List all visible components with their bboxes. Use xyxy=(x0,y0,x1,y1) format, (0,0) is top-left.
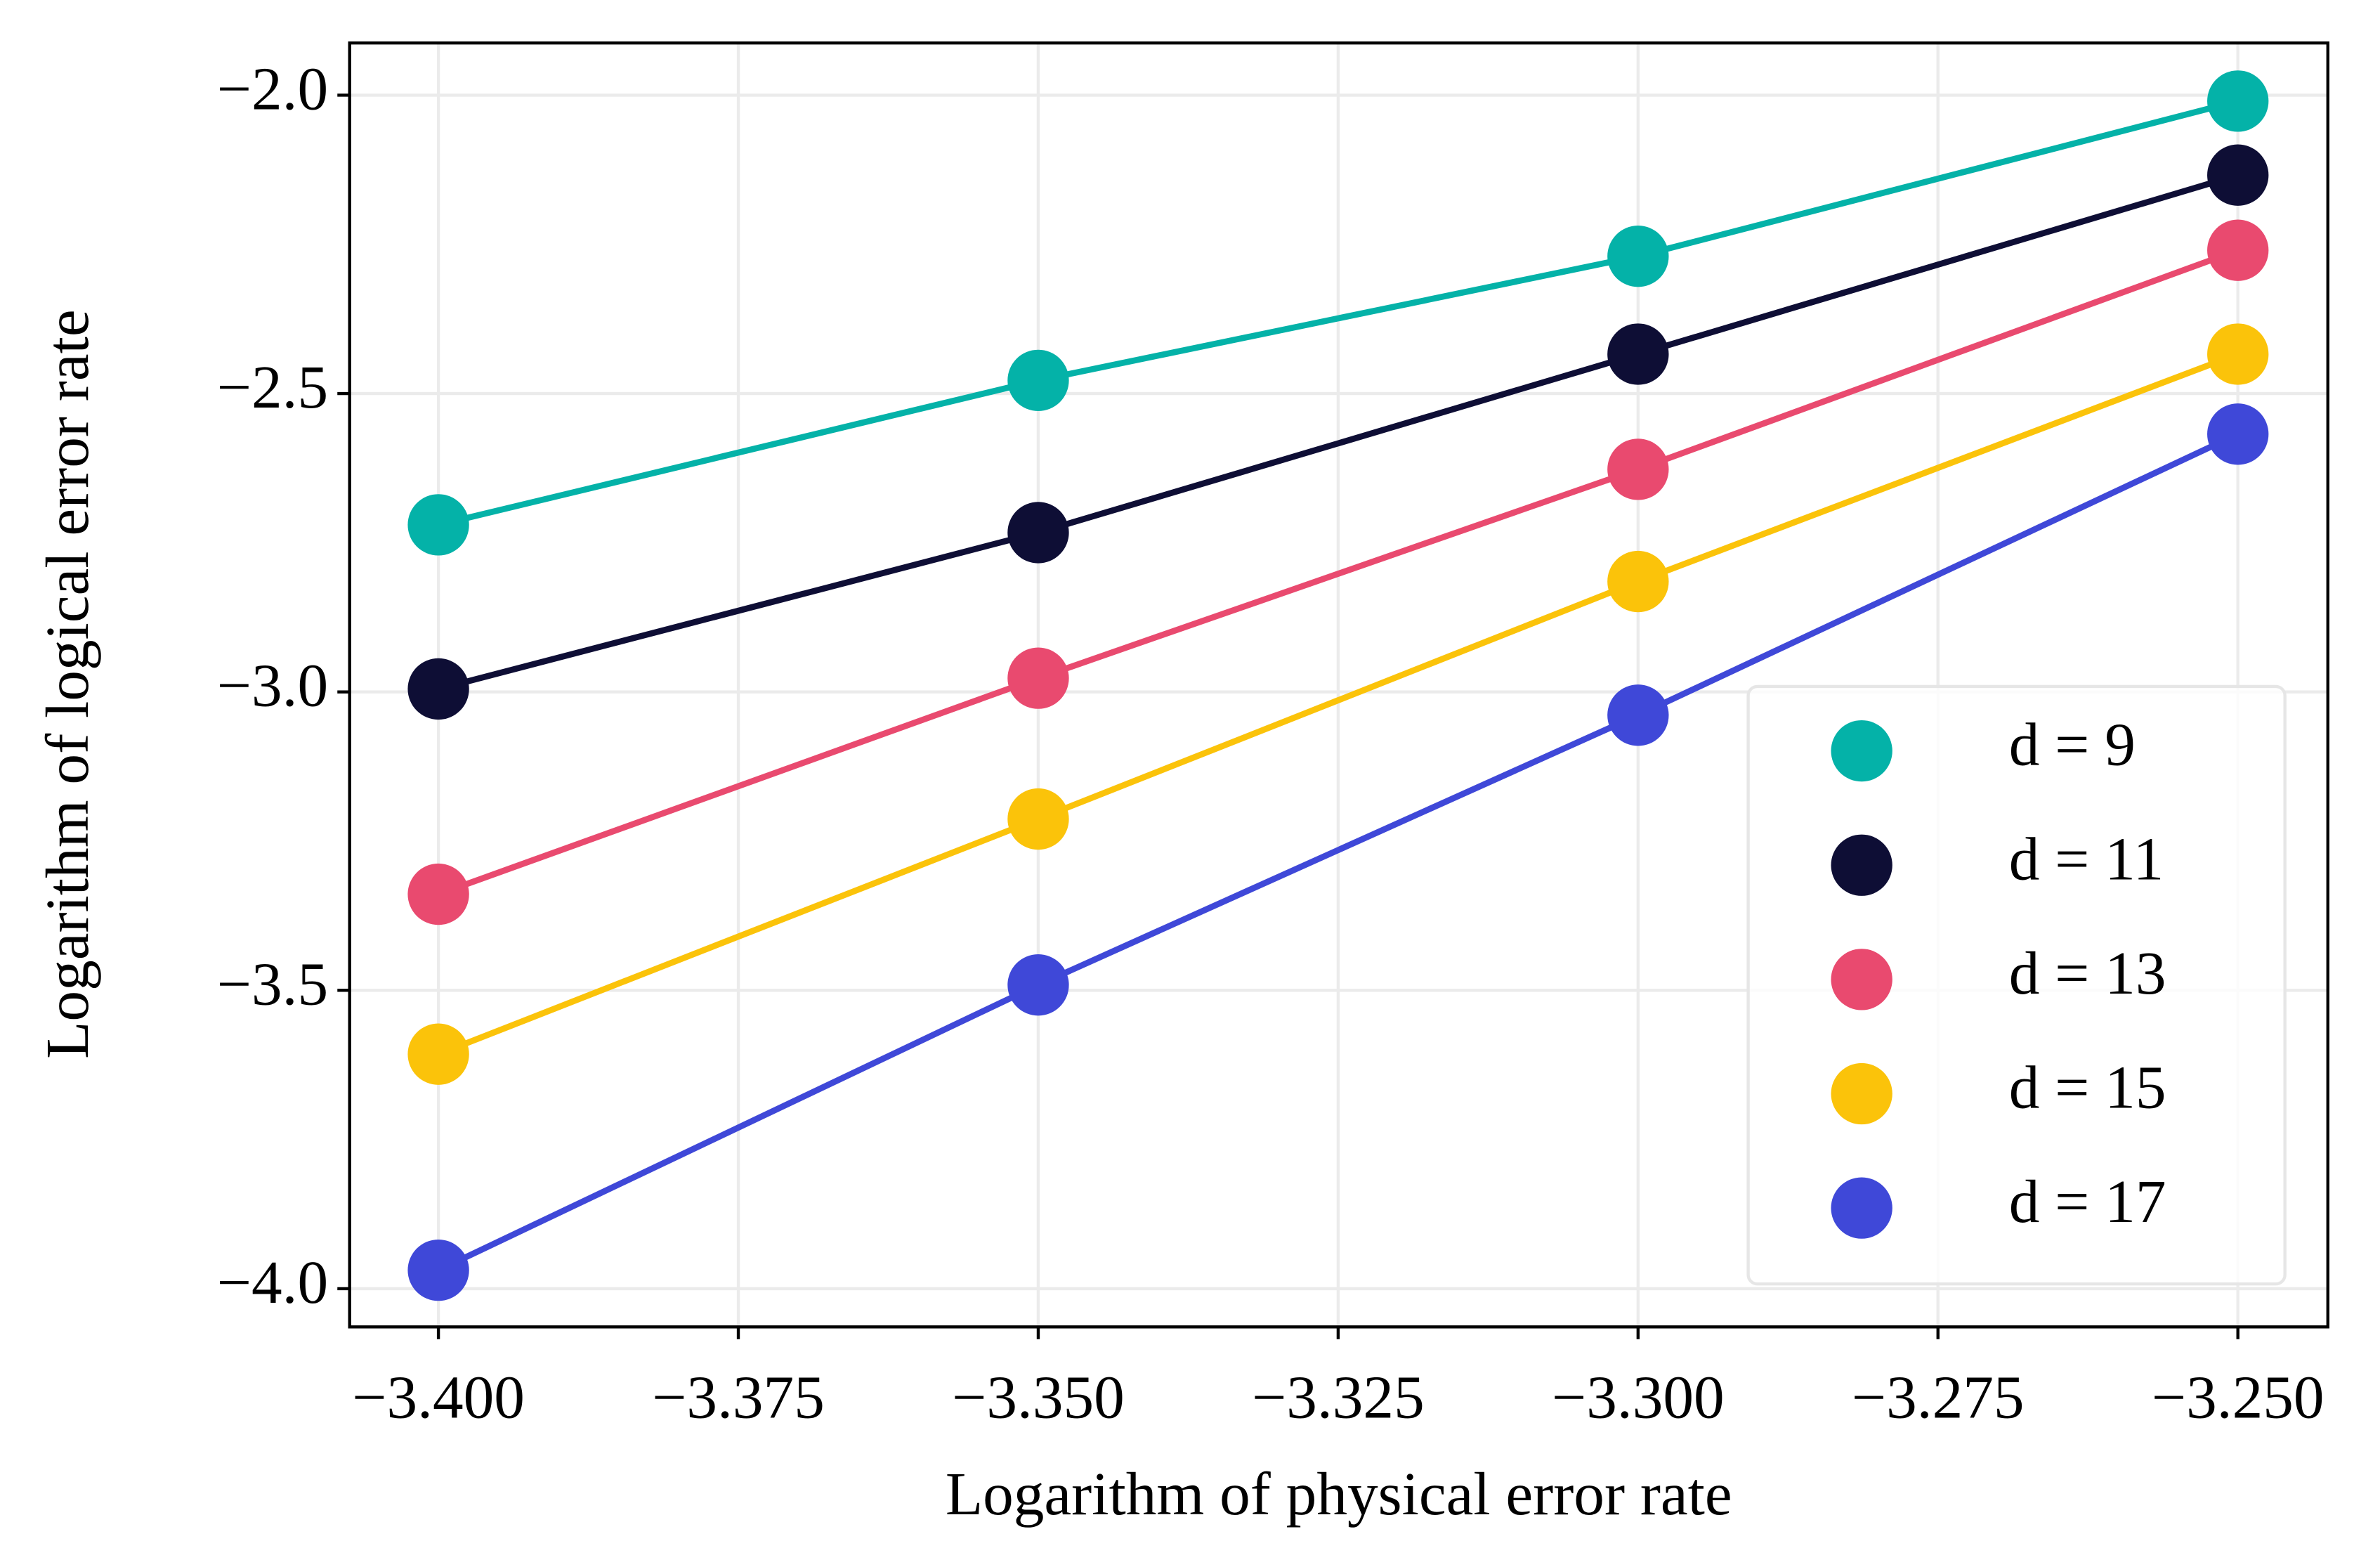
data-point xyxy=(2207,144,2269,206)
data-point xyxy=(407,1239,469,1301)
data-point xyxy=(1007,954,1069,1016)
data-point xyxy=(1007,788,1069,850)
series-line xyxy=(437,172,2239,692)
legend-label: d = 9 xyxy=(2009,710,2136,779)
series-line xyxy=(438,98,2239,528)
x-tick-label: −3.400 xyxy=(352,1363,525,1431)
legend-label: d = 11 xyxy=(2009,824,2164,892)
legend-marker xyxy=(1831,949,1892,1010)
x-tick-label: −3.300 xyxy=(1552,1363,1725,1431)
y-tick-label: −2.0 xyxy=(217,54,328,122)
data-point xyxy=(2207,219,2269,281)
data-point xyxy=(1007,349,1069,412)
legend-marker xyxy=(1831,834,1892,896)
legend-label: d = 17 xyxy=(2009,1167,2166,1235)
y-tick-label: −4.0 xyxy=(217,1248,328,1316)
data-point xyxy=(1607,323,1669,385)
y-tick-label: −3.0 xyxy=(217,651,328,720)
data-point xyxy=(2207,70,2269,132)
series-line xyxy=(437,351,2240,1058)
x-tick-label: −3.325 xyxy=(1252,1363,1425,1431)
legend-label: d = 13 xyxy=(2009,939,2166,1007)
legend-marker xyxy=(1831,720,1892,782)
data-point xyxy=(407,863,469,925)
legend-label: d = 15 xyxy=(2009,1053,2166,1121)
x-tick-label: −3.350 xyxy=(952,1363,1125,1431)
x-axis-label: Logarithm of physical error rate xyxy=(946,1459,1732,1528)
data-point xyxy=(1607,684,1669,746)
legend-box xyxy=(1746,684,2287,1286)
data-point xyxy=(1007,502,1069,564)
x-tick-label: −3.375 xyxy=(652,1363,825,1431)
data-point xyxy=(407,1023,469,1085)
series-line xyxy=(437,431,2240,1273)
data-point xyxy=(1607,438,1669,500)
x-tick-label: −3.250 xyxy=(2152,1363,2325,1431)
data-point xyxy=(1607,226,1669,287)
plot-frame xyxy=(348,41,2329,1329)
data-point xyxy=(1007,647,1069,709)
x-tick-label: −3.275 xyxy=(1852,1363,2025,1431)
data-point xyxy=(1607,550,1669,613)
data-point xyxy=(407,658,469,720)
data-point xyxy=(2207,323,2269,385)
series-line xyxy=(437,247,2240,897)
y-axis-label: Logarithm of logical error rate xyxy=(33,309,101,1059)
legend-marker xyxy=(1831,1062,1892,1125)
data-point xyxy=(2207,403,2269,465)
legend-marker xyxy=(1831,1177,1892,1239)
y-tick-label: −3.5 xyxy=(217,949,328,1017)
data-point xyxy=(407,494,469,556)
y-tick-label: −2.5 xyxy=(217,353,328,421)
